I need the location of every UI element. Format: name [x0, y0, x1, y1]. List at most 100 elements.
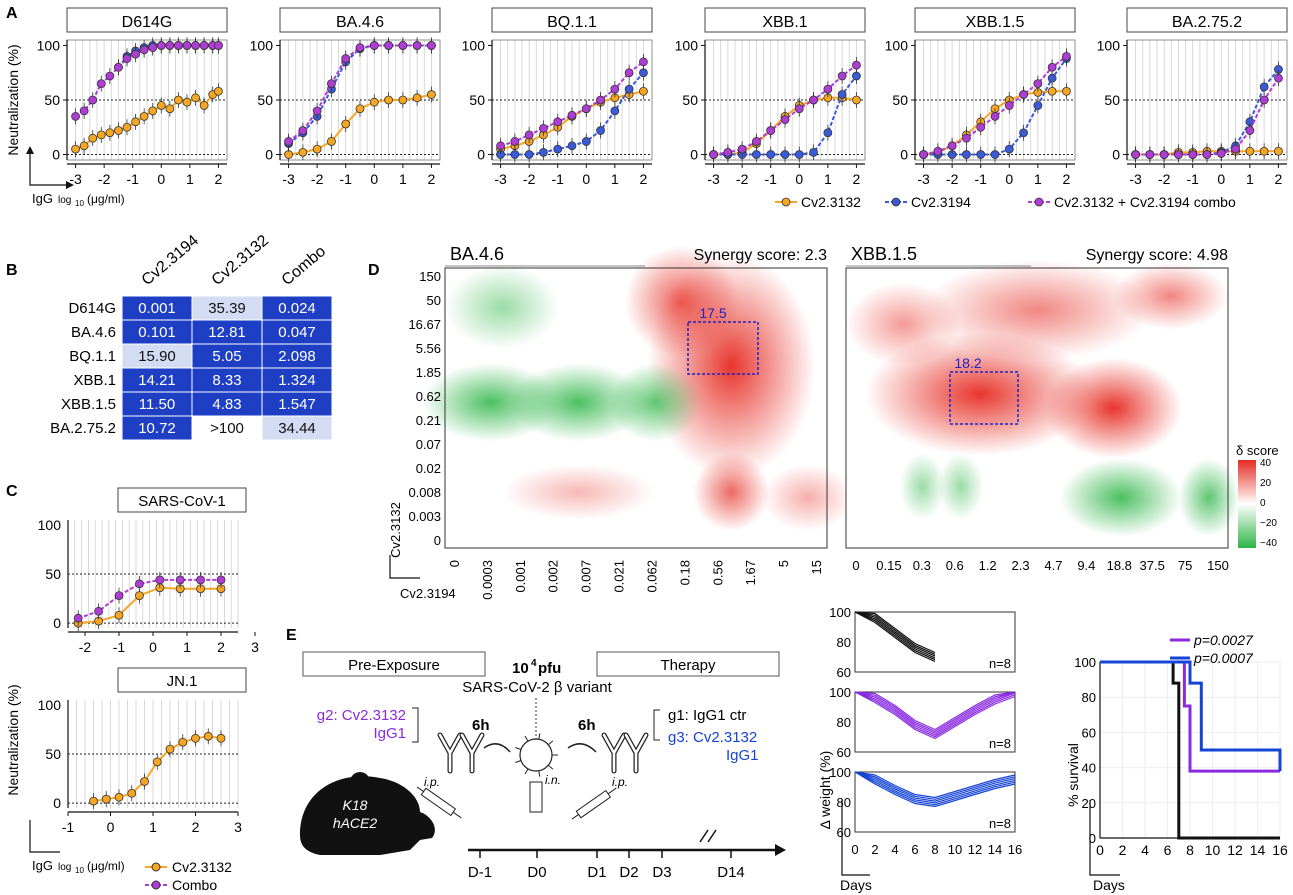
x-axis-label-subscript: 10: [75, 199, 84, 208]
x-tick-label: -3: [707, 171, 720, 187]
data-point: [539, 123, 548, 133]
synergy-region: [502, 464, 656, 520]
legend-label: Cv2.3132: [801, 194, 861, 210]
table-cell-value: 1.547: [278, 396, 316, 413]
y-tick-label: 0: [900, 147, 908, 163]
n-label: n=8: [989, 816, 1011, 831]
weight-line: [854, 771, 1016, 799]
mouse-strain-sub: hACE2: [333, 815, 378, 831]
data-point: [88, 133, 98, 143]
group-g2-label: g2: Cv2.3132: [317, 707, 406, 724]
synergy-region: [624, 245, 740, 358]
y-tick-label: 100: [675, 37, 699, 53]
max-synergy-value-right: 18.2: [954, 355, 981, 371]
data-point: [203, 731, 213, 741]
column-header: Combo: [279, 243, 330, 289]
table-cell-value: 8.33: [212, 372, 241, 389]
x-tick-label: 15: [809, 560, 824, 574]
heatmap-title-left: BA.4.6: [450, 244, 504, 264]
x-tick-label: 1: [824, 171, 832, 187]
antibody-icon: [437, 732, 463, 774]
panel-label-e: E: [286, 627, 297, 644]
heatmap-frame: [444, 267, 828, 549]
data-point: [152, 757, 162, 767]
x-tick-label: 0: [107, 819, 115, 835]
x-tick-label: -1: [339, 171, 352, 187]
antibody-inner: [624, 733, 648, 773]
table-cell: [191, 415, 263, 441]
syringe-plunger: [416, 786, 424, 792]
heatmap-left: [422, 245, 854, 549]
arrow-curve: [567, 743, 597, 753]
timeline-break: [699, 829, 717, 843]
data-point: [624, 84, 634, 94]
y-tick-label: 100: [829, 685, 851, 700]
antagonism-region: [899, 452, 946, 520]
axis-arrow: [1089, 800, 1120, 876]
group-g1-label: g1: IgG1 ctr: [668, 707, 746, 724]
x-axis-label-unit: (μg/ml): [87, 859, 125, 873]
row-header: BA.2.75.2: [50, 420, 116, 437]
x-tick-label: 0.007: [579, 560, 594, 593]
chart-title: BA.2.75.2: [1172, 14, 1242, 31]
antibody-icon: [623, 732, 649, 774]
row-header: BQ.1.1: [69, 348, 116, 365]
x-axis-label: Cv2.3194: [400, 586, 456, 601]
colorbar-tick: −40: [1260, 538, 1277, 549]
data-point: [355, 43, 365, 53]
survival-curve-2: [1100, 660, 1282, 772]
table-cell-value: 0.024: [278, 300, 316, 317]
data-point: [596, 126, 605, 135]
table-cell-value: 4.83: [212, 396, 241, 413]
data-point: [214, 41, 223, 50]
chart-title: D614G: [122, 14, 173, 31]
column-header: Cv2.3132: [209, 232, 272, 289]
table-cell-value: 12.81: [208, 324, 246, 341]
y-tick-label: 0: [265, 147, 273, 163]
x-axis-label-subscript: 10: [75, 866, 84, 875]
data-point: [131, 117, 140, 127]
y-tick-label: 0: [1089, 831, 1096, 846]
series-line-2: [923, 55, 1068, 156]
data-point: [341, 119, 351, 129]
x-tick-label: 1: [149, 819, 157, 835]
row-header: D614G: [68, 300, 116, 317]
data-point: [148, 106, 158, 116]
y-tick-label: 100: [38, 517, 62, 533]
synergy-region: [693, 452, 770, 532]
data-point: [1188, 150, 1198, 159]
data-point: [596, 95, 605, 105]
x-tick-label: 2: [192, 819, 200, 835]
weight-y-label: Δ weight (%): [817, 751, 833, 830]
x-tick-label: -1: [126, 171, 139, 187]
x-tick-label: -1: [764, 171, 777, 187]
chart-a-5: BA.2.75.2 0 50 100 -3 -2 -1 0 1 2: [1097, 7, 1288, 187]
row-header: XBB.1.5: [61, 396, 116, 413]
table-cell: [261, 391, 333, 417]
data-point: [384, 95, 393, 105]
table-cell-value: 0.001: [138, 300, 176, 317]
heatmap-title-right: XBB.1.5: [851, 244, 917, 264]
data-point: [976, 150, 986, 159]
panel-d: BA.4.6 Synergy score: 2.3 XBB.1.5 Synergy s…: [388, 244, 1279, 601]
legend-label: Cv2.3132 + Cv2.3194 combo: [1054, 194, 1236, 210]
route-ip: i.p.: [612, 775, 628, 789]
y-tick-label: 50: [469, 92, 485, 108]
syringe-icon: [416, 786, 462, 819]
data-point: [1245, 146, 1255, 156]
data-point: [766, 150, 776, 159]
row-header: BA.4.6: [71, 324, 116, 341]
x-tick-label: 2: [871, 842, 878, 857]
data-point: [1019, 128, 1028, 138]
data-point: [105, 128, 115, 138]
table-cell: [191, 367, 263, 393]
dose-exponent: 4: [531, 658, 537, 669]
y-tick-label: 20: [1082, 796, 1096, 811]
data-point: [780, 150, 790, 159]
weight-line: [854, 691, 1016, 732]
syringe-needle: [452, 811, 462, 819]
x-tick-label: 1: [1034, 171, 1042, 187]
data-point: [624, 68, 634, 78]
